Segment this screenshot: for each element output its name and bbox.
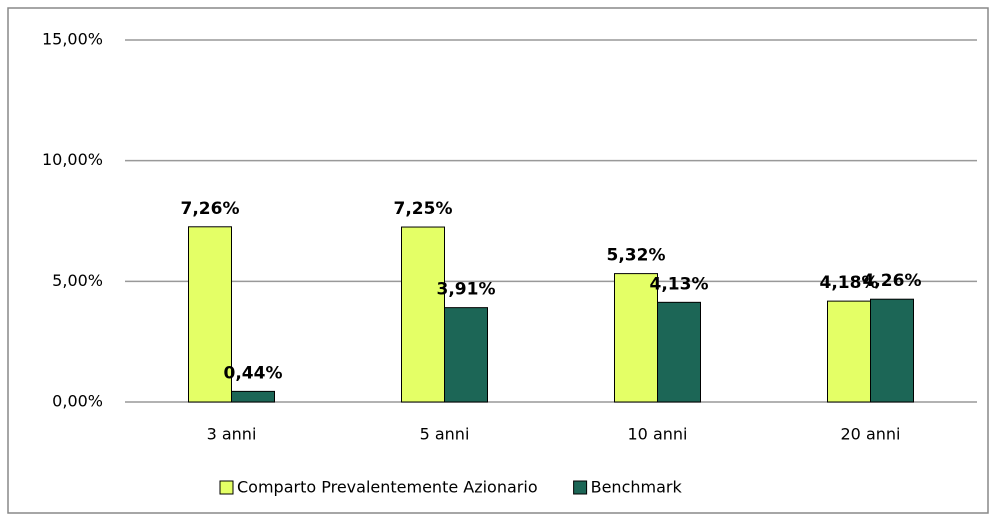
- value-label: 7,25%: [394, 199, 453, 219]
- y-tick-label: 10,00%: [42, 150, 103, 169]
- x-tick-label: 20 anni: [841, 425, 901, 444]
- value-label: 3,91%: [437, 280, 496, 300]
- x-tick-label: 5 anni: [420, 425, 470, 444]
- value-label: 0,44%: [224, 363, 283, 383]
- bar: [827, 300, 871, 403]
- bar: [444, 307, 488, 403]
- bar: [401, 226, 445, 403]
- value-label: 4,13%: [650, 274, 709, 294]
- y-tick-label: 0,00%: [52, 392, 103, 411]
- chart-border: [7, 7, 989, 514]
- bar: [870, 298, 914, 403]
- value-label: 4,18%: [820, 273, 879, 293]
- legend-label: Benchmark: [591, 478, 683, 497]
- bar: [188, 226, 232, 403]
- legend-label: Comparto Prevalentemente Azionario: [237, 478, 538, 497]
- y-tick-label: 15,00%: [42, 30, 103, 49]
- bar: [657, 301, 701, 403]
- legend-swatch: [573, 480, 588, 495]
- y-tick-label: 5,00%: [52, 271, 103, 290]
- value-label: 7,26%: [181, 199, 240, 219]
- x-tick-label: 3 anni: [207, 425, 257, 444]
- value-label: 4,26%: [863, 271, 922, 291]
- x-tick-label: 10 anni: [628, 425, 688, 444]
- bar: [614, 273, 658, 403]
- value-label: 5,32%: [607, 246, 666, 266]
- bar: [231, 390, 275, 403]
- legend-swatch: [219, 480, 234, 495]
